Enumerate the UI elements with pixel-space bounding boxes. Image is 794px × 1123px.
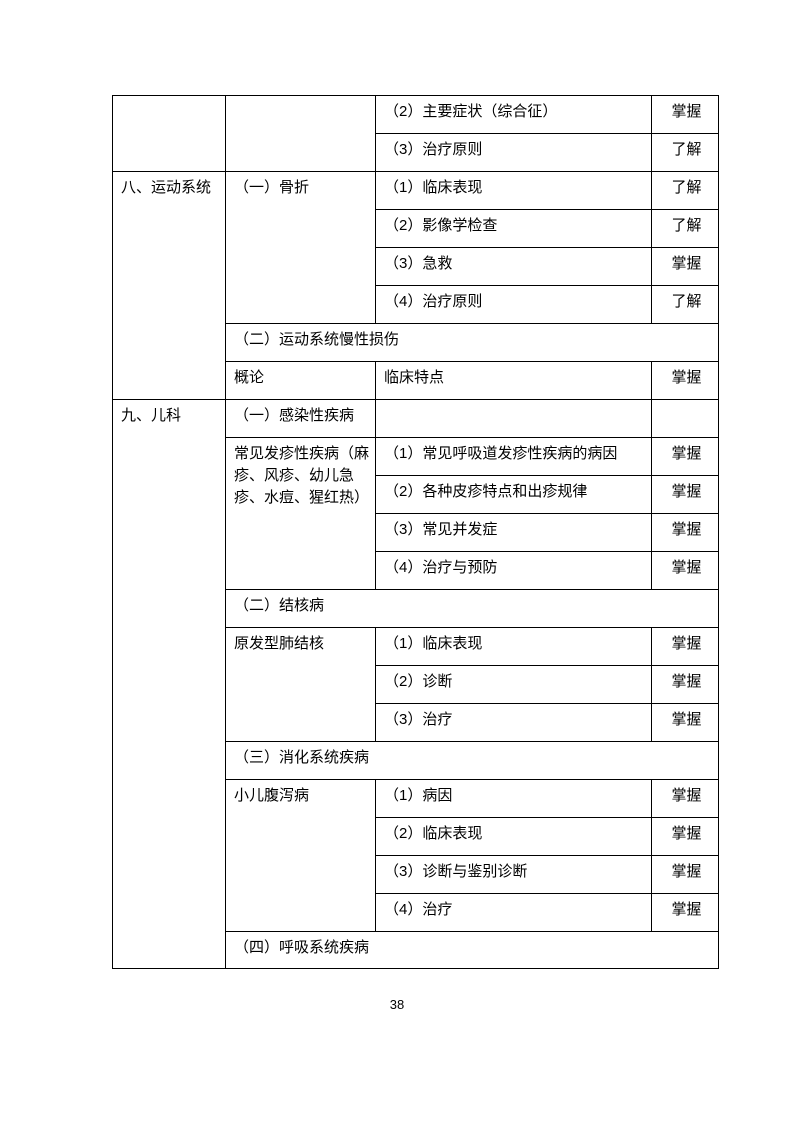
table-row: （三）消化系统疾病 <box>113 741 719 780</box>
cell-level: 掌握 <box>651 513 719 552</box>
cell-topic: （一）骨折 <box>225 171 376 324</box>
cell-system: 九、儿科 <box>112 399 226 969</box>
cell-level: 掌握 <box>651 247 719 286</box>
table-row: （二）结核病 <box>113 589 719 628</box>
cell-level: 掌握 <box>651 665 719 704</box>
cell-level: 掌握 <box>651 855 719 894</box>
cell-item <box>375 399 652 438</box>
cell-span: （二）运动系统慢性损伤 <box>225 323 719 362</box>
table-row: 概论 临床特点 掌握 <box>113 361 719 400</box>
cell-item: （2）各种皮疹特点和出疹规律 <box>375 475 652 514</box>
cell-system: 八、运动系统 <box>112 171 226 400</box>
cell-topic: （一）感染性疾病 <box>225 399 376 438</box>
cell-item: （4）治疗原则 <box>375 285 652 324</box>
page-number: 38 <box>389 997 405 1012</box>
syllabus-table: （2）主要症状（综合征） 掌握 （3）治疗原则 了解 八、运动系统 （一）骨折 （1）临床表… <box>112 95 719 969</box>
cell-item: （1）常见呼吸道发疹性疾病的病因 <box>375 437 652 476</box>
cell-level: 了解 <box>651 285 719 324</box>
table-row: 九、儿科 （一）感染性疾病 <box>112 399 719 969</box>
table-row: （3）常见并发症 掌握 <box>113 513 719 552</box>
table-row: （4）治疗与预防 掌握 <box>113 551 719 590</box>
cell-item: （1）临床表现 <box>375 171 652 210</box>
syllabus-table-body: （2）主要症状（综合征） 掌握 （3）治疗原则 了解 八、运动系统 （一）骨折 （1）临床表… <box>112 95 719 969</box>
table-row: （2）影像学检查 了解 <box>113 209 719 248</box>
cell-item: （2）诊断 <box>375 665 652 704</box>
cell-level: 掌握 <box>651 475 719 514</box>
cell-topic: 原发型肺结核 <box>225 627 376 742</box>
table-row: （3）治疗原则 了解 <box>113 133 719 172</box>
cell-level: 掌握 <box>651 437 719 476</box>
table-row: （2）临床表现 掌握 <box>113 817 719 856</box>
cell-item: （3）常见并发症 <box>375 513 652 552</box>
cell-topic: 常见发疹性疾病（麻疹、风疹、幼儿急疹、水痘、猩红热） <box>225 437 376 590</box>
table-row: （2）各种皮疹特点和出疹规律 掌握 <box>113 475 719 514</box>
cell-level: 了解 <box>651 133 719 172</box>
cell-span: （四）呼吸系统疾病 <box>225 931 719 969</box>
cell-item: （3）治疗原则 <box>375 133 652 172</box>
table-row: （2）诊断 掌握 <box>113 665 719 704</box>
cell-topic <box>225 95 376 172</box>
cell-topic: 概论 <box>225 361 376 400</box>
table-row: 常见发疹性疾病（麻疹、风疹、幼儿急疹、水痘、猩红热） （1）常见呼吸道发疹性疾病的… <box>113 437 719 590</box>
table-row: （4）治疗原则 了解 <box>113 285 719 324</box>
cell-level: 掌握 <box>651 551 719 590</box>
cell-item: 临床特点 <box>375 361 652 400</box>
cell-level <box>651 399 719 438</box>
table-row: 八、运动系统 （一）骨折 （1）临床表现 了解 <box>112 171 719 400</box>
table-row: （3）急救 掌握 <box>113 247 719 286</box>
cell-level: 掌握 <box>651 361 719 400</box>
cell-level: 掌握 <box>651 817 719 856</box>
cell-item: （3）急救 <box>375 247 652 286</box>
cell-level: 掌握 <box>651 95 719 134</box>
cell-item: （2）临床表现 <box>375 817 652 856</box>
cell-item: （4）治疗 <box>375 893 652 932</box>
cell-span: （二）结核病 <box>225 589 719 628</box>
cell-system <box>112 95 226 172</box>
table-row: （二）运动系统慢性损伤 <box>113 323 719 362</box>
cell-item: （3）治疗 <box>375 703 652 742</box>
cell-topic: 小儿腹泻病 <box>225 779 376 932</box>
cell-level: 了解 <box>651 171 719 210</box>
cell-span: （三）消化系统疾病 <box>225 741 719 780</box>
cell-item: （1）临床表现 <box>375 627 652 666</box>
cell-level: 掌握 <box>651 627 719 666</box>
cell-level: 掌握 <box>651 779 719 818</box>
table-row: （3）诊断与鉴别诊断 掌握 <box>113 855 719 894</box>
cell-level: 了解 <box>651 209 719 248</box>
table-row: （4）治疗 掌握 <box>113 893 719 932</box>
table-row: （四）呼吸系统疾病 <box>113 931 719 969</box>
cell-level: 掌握 <box>651 703 719 742</box>
cell-level: 掌握 <box>651 893 719 932</box>
table-row: （3）治疗 掌握 <box>113 703 719 742</box>
cell-item: （2）影像学检查 <box>375 209 652 248</box>
table-row: （2）主要症状（综合征） 掌握 <box>112 95 719 172</box>
table-row: 小儿腹泻病 （1）病因 掌握 <box>113 779 719 932</box>
cell-item: （4）治疗与预防 <box>375 551 652 590</box>
cell-item: （2）主要症状（综合征） <box>375 95 652 134</box>
cell-item: （3）诊断与鉴别诊断 <box>375 855 652 894</box>
cell-item: （1）病因 <box>375 779 652 818</box>
